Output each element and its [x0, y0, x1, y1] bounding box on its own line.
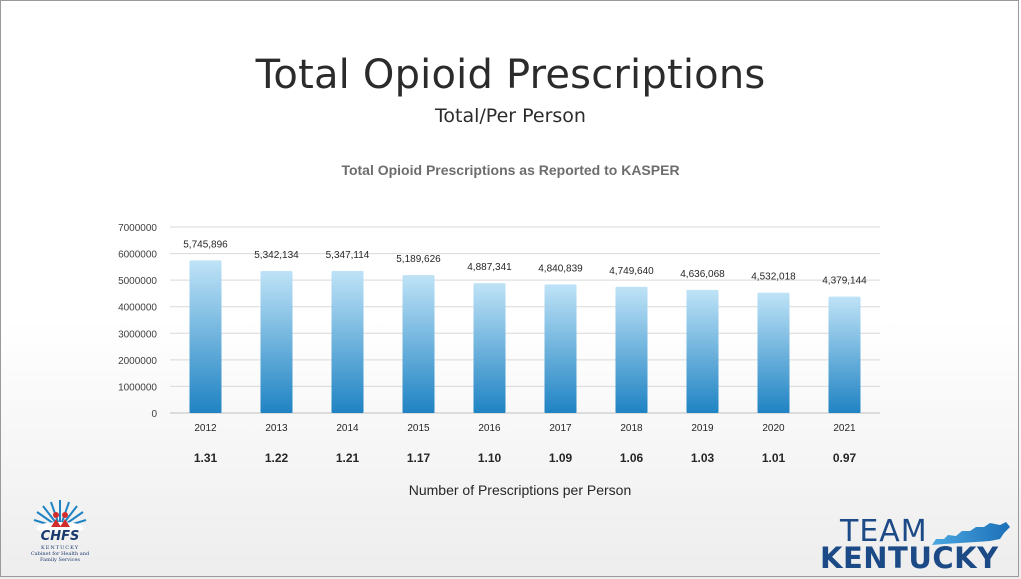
bar-2017	[544, 284, 577, 413]
per-person-value: 1.17	[407, 451, 431, 465]
y-axis-ticks: 0 1000000 2000000 3000000 4000000 5000000 6000…	[118, 223, 157, 420]
y-tick-label: 3000000	[118, 329, 157, 340]
bar-2013	[260, 271, 293, 413]
per-person-row: 1.31 1.22 1.21 1.17 1.10 1.09 1.06 1.03 1.01 0.97	[194, 451, 857, 465]
per-person-value: 1.22	[265, 451, 289, 465]
per-person-value: 1.06	[620, 451, 644, 465]
chfs-name: CHFS	[40, 529, 80, 544]
x-tick-label: 2020	[762, 423, 785, 434]
data-label: 5,342,134	[254, 250, 299, 261]
y-tick-label: 0	[151, 409, 157, 420]
slide-subtitle: Total/Per Person	[435, 105, 586, 127]
chfs-state: KENTUCKY	[40, 545, 80, 551]
y-tick-label: 2000000	[118, 356, 157, 367]
bar-2014	[331, 270, 364, 413]
data-label: 4,379,144	[822, 276, 867, 287]
bar-2018	[615, 286, 648, 413]
x-tick-label: 2018	[620, 423, 643, 434]
y-tick-label: 5000000	[118, 276, 157, 287]
chfs-logo: CHFS KENTUCKY Cabinet for Health and Fam…	[28, 498, 92, 570]
data-label: 4,887,341	[467, 262, 512, 273]
data-label: 5,347,114	[326, 250, 370, 261]
x-axis-ticks: 2012 2013 2014 2015 2016 2017 2018 2019 2020 2021	[194, 423, 856, 434]
y-tick-label: 6000000	[118, 250, 157, 261]
data-labels: 5,745,896 5,342,134 5,347,114 5,189,626 4,88…	[183, 239, 867, 286]
bars	[189, 260, 861, 413]
x-tick-label: 2014	[336, 423, 359, 434]
x-tick-label: 2019	[691, 423, 714, 434]
x-tick-label: 2012	[194, 423, 217, 434]
per-person-value: 0.97	[833, 451, 857, 465]
bar-2020	[757, 292, 790, 413]
chfs-subtext: KENTUCKY Cabinet for Health and Family S…	[28, 545, 92, 563]
x-tick-label: 2013	[265, 423, 288, 434]
data-label: 5,189,626	[396, 254, 441, 265]
kentucky-state-icon	[932, 522, 1010, 545]
bar-2016	[473, 283, 506, 413]
per-person-value: 1.09	[549, 451, 573, 465]
kentucky-word: KENTUCKY	[820, 541, 999, 575]
bar-2012	[189, 260, 222, 413]
y-tick-label: 4000000	[118, 303, 157, 314]
x-tick-label: 2021	[833, 423, 856, 434]
data-label: 4,532,018	[751, 272, 796, 283]
chfs-sunburst-icon	[33, 500, 87, 534]
chart-title: Total Opioid Prescriptions as Reported t…	[341, 162, 680, 178]
chfs-full-name: Cabinet for Health and Family Services	[30, 551, 90, 563]
team-kentucky-logo: TEAM KENTUCKY	[818, 514, 1014, 575]
bar-2015	[402, 275, 435, 413]
per-person-value: 1.31	[194, 451, 218, 465]
per-person-value: 1.10	[478, 451, 502, 465]
per-person-value: 1.21	[336, 451, 360, 465]
data-label: 4,636,068	[680, 269, 725, 280]
data-label: 4,749,640	[609, 266, 654, 277]
x-tick-label: 2017	[549, 423, 572, 434]
data-label: 4,840,839	[538, 263, 583, 274]
per-person-value: 1.01	[762, 451, 786, 465]
data-label: 5,745,896	[183, 239, 228, 250]
per-person-value: 1.03	[691, 451, 715, 465]
bar-2021	[828, 296, 861, 413]
x-tick-label: 2015	[407, 423, 430, 434]
per-person-caption: Number of Prescriptions per Person	[408, 482, 632, 498]
slide-title: Total Opioid Prescriptions	[255, 52, 766, 98]
team-word: TEAM	[840, 514, 928, 549]
x-tick-label: 2016	[478, 423, 501, 434]
y-tick-label: 1000000	[118, 382, 157, 393]
bar-2019	[686, 289, 719, 413]
y-tick-label: 7000000	[118, 223, 157, 234]
